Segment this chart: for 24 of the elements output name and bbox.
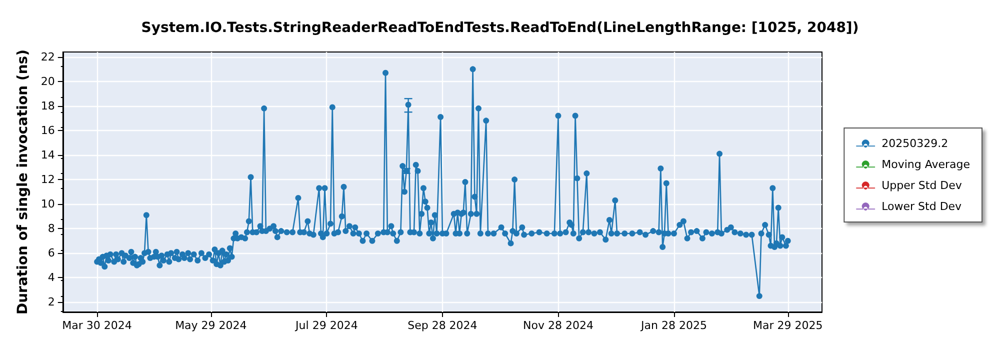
- y-tick-label: 10: [40, 198, 55, 211]
- y-tick-label: 2: [48, 296, 55, 309]
- x-tick-label: Jul 29 2024: [294, 319, 358, 332]
- x-tick-label: Nov 28 2024: [522, 319, 594, 332]
- y-tick-label: 18: [40, 99, 55, 112]
- y-tick-label: 4: [48, 271, 55, 284]
- y-tick-label: 6: [48, 246, 55, 260]
- x-tick-label: Jan 28 2025: [640, 319, 707, 332]
- chart-title: System.IO.Tests.StringReaderReadToEndTests.ReadToEnd(LineLengthRange: [1025, 2048]): [141, 20, 859, 36]
- x-tick-label: Mar 30 2024: [62, 319, 132, 332]
- legend-label: Upper Std Dev: [882, 179, 962, 192]
- legend-label: Lower Std Dev: [882, 200, 962, 213]
- y-tick-label: 14: [40, 148, 55, 162]
- y-tick-label: 8: [48, 222, 55, 236]
- x-tick-label: Sep 28 2024: [408, 319, 478, 332]
- legend-label: 20250329.2: [882, 137, 948, 150]
- y-tick-label: 16: [40, 124, 55, 137]
- y-axis-title: Duration of single invocation (ns): [15, 49, 31, 315]
- legend-label: Moving Average: [882, 158, 970, 171]
- x-tick-label: Mar 29 2025: [752, 319, 823, 332]
- y-tick-label: 22: [40, 50, 55, 64]
- y-tick-label: 12: [40, 173, 55, 186]
- y-tick-label: 20: [40, 74, 55, 88]
- x-tick-label: May 29 2024: [175, 319, 247, 332]
